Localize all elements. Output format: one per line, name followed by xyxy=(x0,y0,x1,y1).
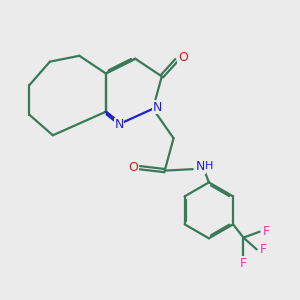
Text: N: N xyxy=(153,101,162,114)
Text: N: N xyxy=(196,160,206,173)
Text: O: O xyxy=(128,161,138,174)
Text: F: F xyxy=(262,225,270,238)
Text: F: F xyxy=(240,257,247,270)
Text: N: N xyxy=(114,118,124,131)
Text: H: H xyxy=(205,160,213,171)
Text: F: F xyxy=(260,243,267,256)
Text: O: O xyxy=(178,51,188,64)
